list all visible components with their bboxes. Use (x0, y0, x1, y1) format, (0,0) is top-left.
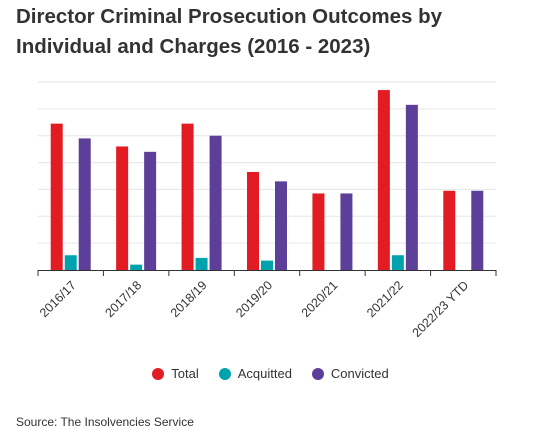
bar-total-2018-19[interactable] (181, 123, 194, 270)
chart-title-line-2: Individual and Charges (2016 - 2023) (16, 35, 371, 58)
x-tick-label-2021-22: 2021/22 (364, 278, 406, 320)
bar-acquitted-2016-17[interactable] (64, 255, 77, 270)
x-tick-label-2019-20: 2019/20 (233, 278, 275, 320)
bar-convicted-2022-23-ytd[interactable] (471, 190, 484, 270)
legend: Total Acquitted Convicted (0, 366, 541, 381)
bar-total-2019-20[interactable] (247, 171, 259, 270)
bar-acquitted-2021-22[interactable] (391, 255, 404, 270)
grid-lines (38, 81, 496, 244)
bar-convicted-2018-19[interactable] (209, 135, 222, 270)
bar-total-2017-18[interactable] (116, 146, 129, 270)
bar-convicted-2021-22[interactable] (405, 104, 418, 270)
bar-convicted-2017-18[interactable] (144, 151, 157, 270)
source-note: Source: The Insolvencies Service (16, 415, 194, 429)
legend-item-convicted[interactable]: Convicted (311, 366, 389, 381)
x-tick-label-2022-23-ytd: 2022/23 YTD (410, 278, 472, 340)
legend-label-convicted: Convicted (330, 366, 389, 381)
x-tick-label-2020-21: 2020/21 (299, 278, 341, 320)
legend-label-acquitted: Acquitted (237, 366, 292, 381)
legend-item-total[interactable]: Total (152, 366, 199, 381)
legend-label-total: Total (171, 366, 199, 381)
bar-chart: 2016/17 2017/18 2018/19 2019/20 2020/21 2021/… (37, 81, 497, 340)
x-axis: 2016/17 2017/18 2018/19 2019/20 2020/21 2021/… (37, 270, 497, 340)
bar-total-2016-17[interactable] (50, 123, 63, 270)
legend-item-acquitted[interactable]: Acquitted (218, 366, 292, 381)
legend-swatch-total (152, 367, 165, 380)
chart-title: Director Criminal Prosecution Outcomes b… (16, 2, 536, 62)
bars (50, 90, 484, 270)
bar-acquitted-2018-19[interactable] (195, 257, 208, 270)
bar-convicted-2016-17[interactable] (78, 138, 91, 270)
bar-total-2021-22[interactable] (377, 90, 390, 270)
bar-convicted-2019-20[interactable] (275, 181, 287, 270)
chart-title-line-1: Director Criminal Prosecution Outcomes b… (16, 5, 443, 28)
bar-convicted-2020-21[interactable] (340, 193, 353, 270)
x-tick-label-2017-18: 2017/18 (102, 278, 144, 320)
bar-acquitted-2019-20[interactable] (261, 260, 273, 270)
bar-total-2022-23-ytd[interactable] (443, 190, 456, 270)
x-tick-label-2018-19: 2018/19 (168, 278, 210, 320)
bar-acquitted-2017-18[interactable] (130, 264, 143, 270)
x-tick-label-2016-17: 2016/17 (37, 278, 79, 320)
bar-total-2020-21[interactable] (312, 193, 325, 270)
legend-swatch-convicted (311, 367, 324, 380)
legend-swatch-acquitted (218, 367, 231, 380)
